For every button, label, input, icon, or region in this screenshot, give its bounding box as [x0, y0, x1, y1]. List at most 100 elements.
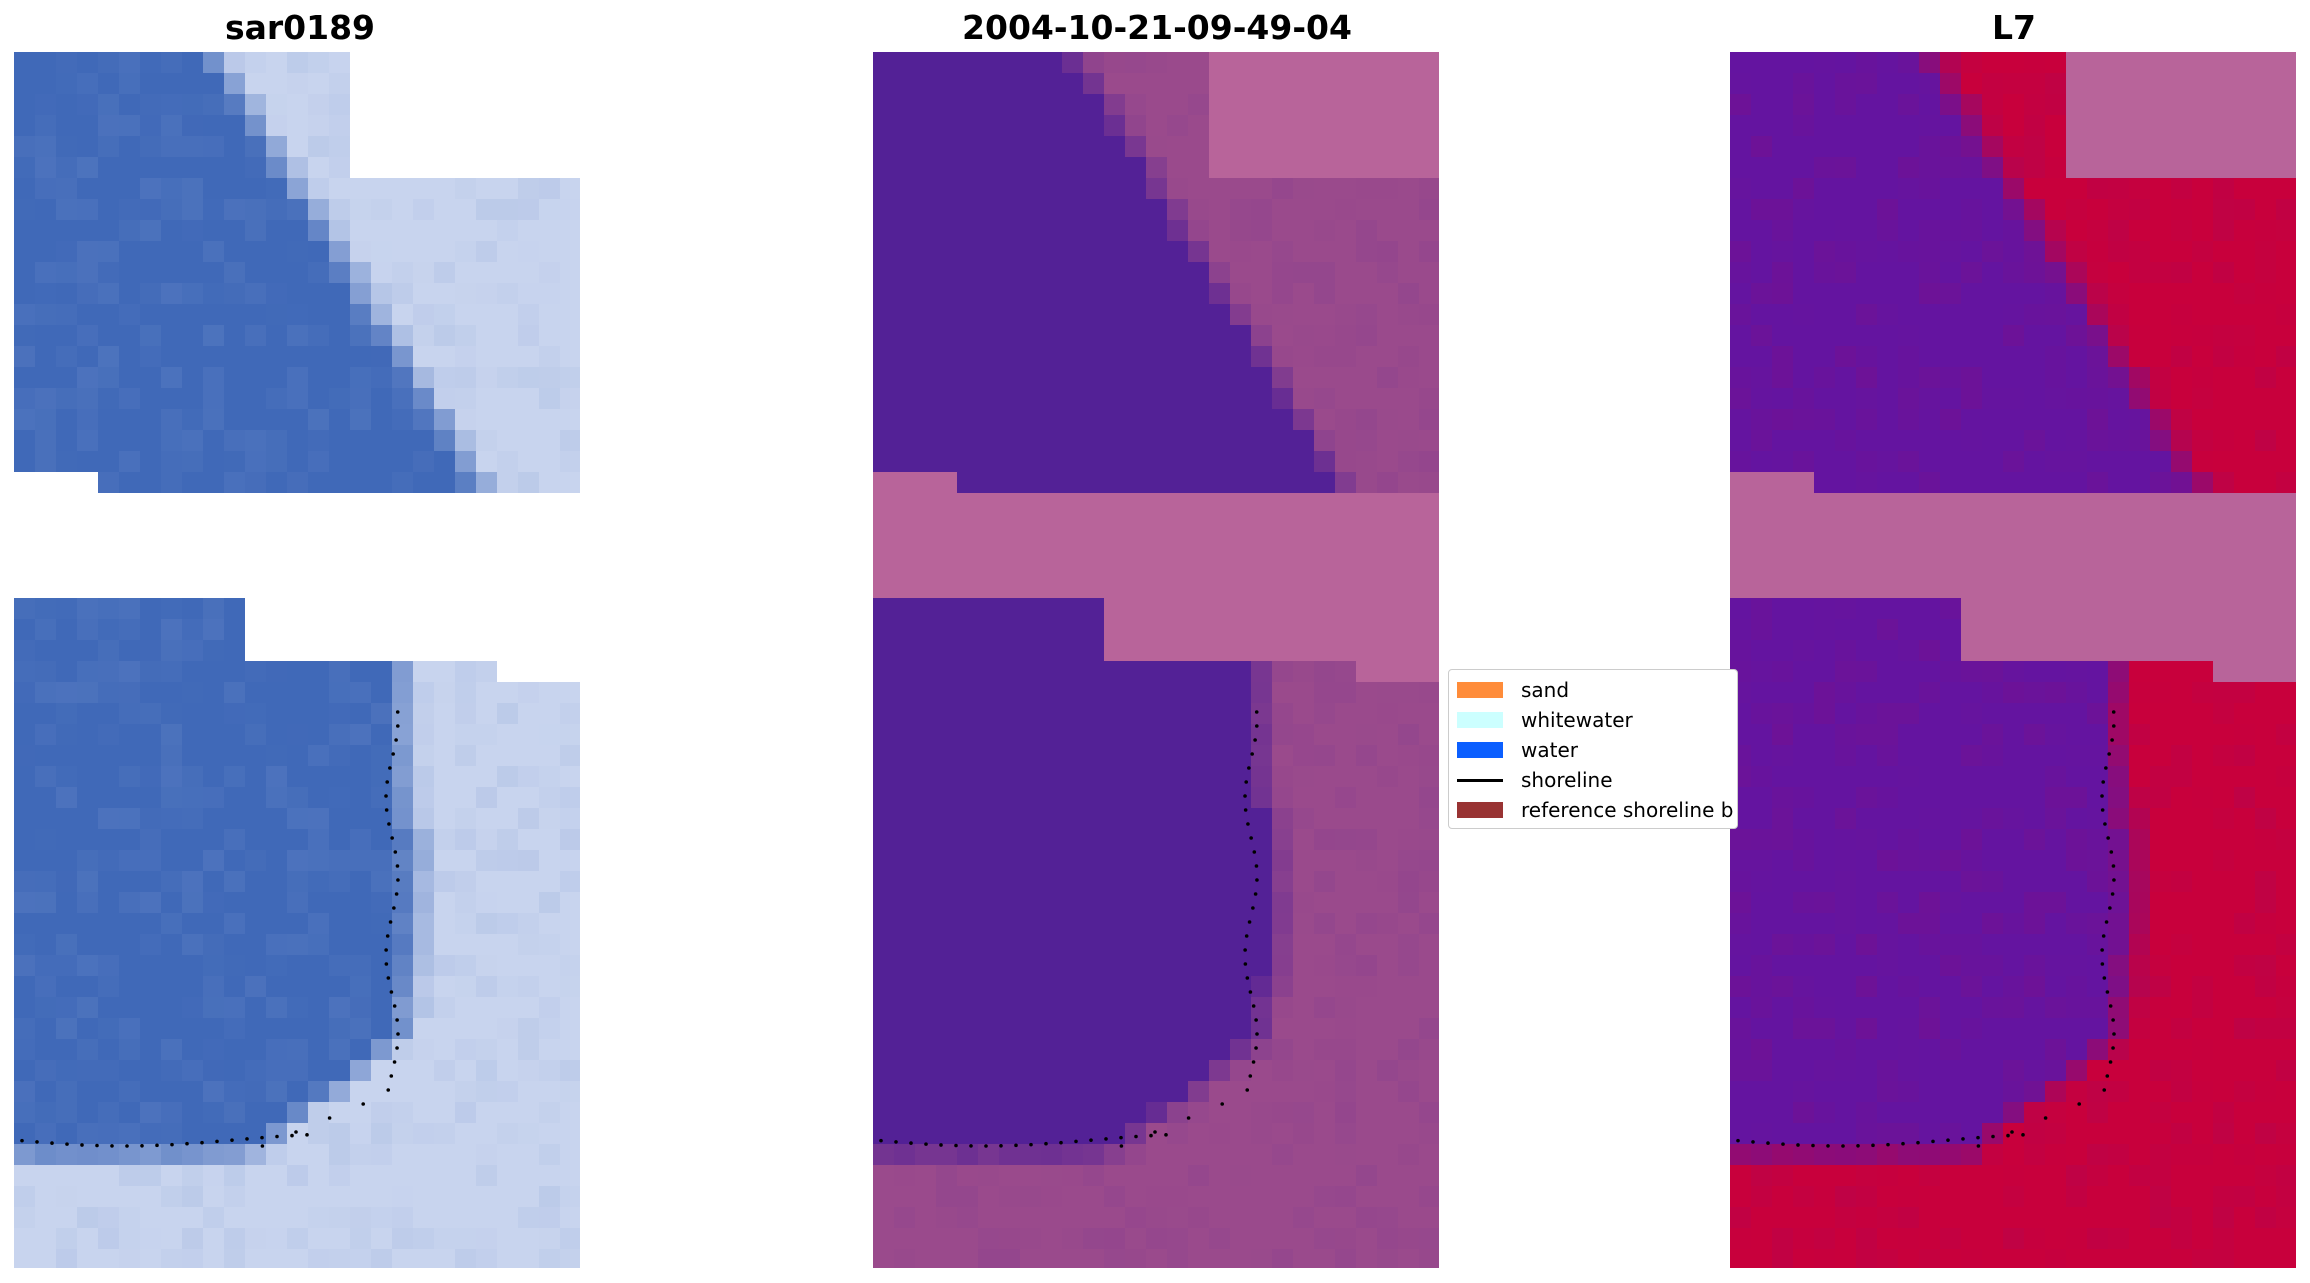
pixel-cell — [1856, 388, 1878, 410]
pixel-cell — [1419, 955, 1439, 977]
pixel-cell — [894, 178, 916, 200]
pixel-cell — [999, 724, 1021, 746]
pixel-cell — [873, 178, 895, 200]
pixel-cell — [266, 640, 288, 662]
pixel-cell — [1209, 94, 1231, 116]
pixel-cell — [1835, 115, 1857, 137]
pixel-cell — [413, 1123, 435, 1145]
pixel-cell — [2276, 703, 2296, 725]
pixel-cell — [434, 850, 456, 872]
pixel-cell — [287, 1060, 309, 1082]
pixel-cell — [329, 955, 351, 977]
pixel-cell — [1230, 556, 1252, 578]
pixel-cell — [2213, 745, 2235, 767]
pixel-cell — [1083, 262, 1105, 284]
pixel-cell — [1772, 220, 1794, 242]
pixel-cell — [1856, 1165, 1878, 1187]
pixel-cell — [915, 850, 937, 872]
pixel-cell — [77, 1144, 99, 1166]
pixel-cell — [455, 514, 477, 536]
pixel-cell — [915, 304, 937, 326]
pixel-cell — [1167, 535, 1189, 557]
pixel-cell — [1062, 1165, 1084, 1187]
pixel-cell — [2066, 1186, 2088, 1208]
pixel-cell — [1314, 766, 1336, 788]
pixel-cell — [455, 304, 477, 326]
pixel-cell — [2276, 409, 2296, 431]
pixel-cell — [2045, 157, 2067, 179]
pixel-cell — [455, 451, 477, 473]
pixel-cell — [1398, 661, 1420, 683]
pixel-cell — [1772, 1249, 1794, 1268]
pixel-cell — [1251, 787, 1273, 809]
pixel-cell — [2234, 766, 2256, 788]
pixel-cell — [1835, 682, 1857, 704]
pixel-cell — [182, 598, 204, 620]
pixel-cell — [224, 976, 246, 998]
pixel-cell — [497, 682, 519, 704]
pixel-cell — [56, 220, 78, 242]
pixel-cell — [2213, 451, 2235, 473]
pixel-cell — [1356, 283, 1378, 305]
pixel-cell — [2192, 724, 2214, 746]
pixel-cell — [518, 409, 540, 431]
pixel-cell — [1041, 94, 1063, 116]
pixel-cell — [978, 934, 1000, 956]
pixel-cell — [2276, 1060, 2296, 1082]
pixel-cell — [35, 1249, 57, 1268]
pixel-cell — [1377, 1186, 1399, 1208]
pixel-cell — [140, 1123, 162, 1145]
pixel-cell — [119, 388, 141, 410]
pixel-cell — [350, 955, 372, 977]
pixel-cell — [203, 115, 225, 137]
pixel-cell — [1856, 871, 1878, 893]
pixel-cell — [978, 1207, 1000, 1229]
pixel-cell — [413, 241, 435, 263]
pixel-cell — [1335, 199, 1357, 221]
pixel-cell — [1167, 619, 1189, 641]
pixel-cell — [182, 493, 204, 515]
pixel-cell — [1919, 157, 1941, 179]
pixel-cell — [1814, 241, 1836, 263]
pixel-cell — [1398, 1165, 1420, 1187]
pixel-cell — [1209, 1165, 1231, 1187]
pixel-cell — [371, 178, 393, 200]
pixel-cell — [1419, 556, 1439, 578]
pixel-cell — [518, 1165, 540, 1187]
pixel-cell — [1167, 745, 1189, 767]
pixel-cell — [1898, 115, 1920, 137]
pixel-cell — [894, 493, 916, 515]
pixel-cell — [1209, 640, 1231, 662]
pixel-cell — [2150, 1123, 2172, 1145]
pixel-cell — [1146, 997, 1168, 1019]
pixel-cell — [1835, 73, 1857, 95]
pixel-cell — [392, 367, 414, 389]
pixel-cell — [2087, 598, 2109, 620]
shoreline-point — [385, 934, 390, 938]
pixel-cell — [957, 535, 979, 557]
pixel-cell — [392, 598, 414, 620]
pixel-cell — [2234, 661, 2256, 683]
pixel-cell — [266, 808, 288, 830]
pixel-cell — [203, 535, 225, 557]
pixel-cell — [413, 892, 435, 914]
pixel-cell — [1209, 409, 1231, 431]
pixel-cell — [1230, 1102, 1252, 1124]
pixel-cell — [2213, 682, 2235, 704]
pixel-cell — [999, 787, 1021, 809]
pixel-cell — [2234, 577, 2256, 599]
pixel-cell — [245, 115, 267, 137]
shoreline-point — [275, 1134, 279, 1139]
pixel-cell — [1356, 304, 1378, 326]
pixel-cell — [476, 1186, 498, 1208]
shoreline-point — [2100, 962, 2105, 966]
pixel-cell — [915, 1249, 937, 1268]
pixel-cell — [203, 1123, 225, 1145]
pixel-cell — [1146, 598, 1168, 620]
pixel-cell — [915, 325, 937, 347]
pixel-cell — [2087, 1039, 2109, 1061]
pixel-cell — [1940, 220, 1962, 242]
pixel-cell — [1835, 850, 1857, 872]
pixel-cell — [1062, 934, 1084, 956]
pixel-cell — [539, 367, 561, 389]
